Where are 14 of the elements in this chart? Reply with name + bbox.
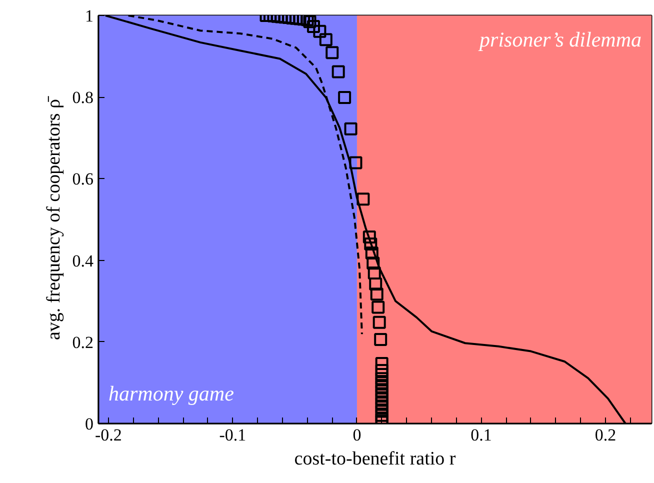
x-tick-label: -0.2 [94,426,122,444]
annotation: harmony game [108,382,234,406]
x-tick-label: -0.1 [219,426,246,444]
x-tick-label: 0.1 [470,426,492,444]
x-tick-label: 0 [352,426,362,444]
y-tick-label: 0.8 [72,88,94,108]
y-tick-label: 0.6 [72,170,94,189]
x-axis-title: cost-to-benefit ratio r [294,448,456,470]
y-axis-title: avg. frequency of cooperators ρ̄ [43,96,64,340]
y-tick-label: 0.4 [72,251,94,270]
x-tick-label: 0.2 [594,426,616,444]
annotation: prisoner’s dilemma [478,28,642,52]
y-tick-label: 0.2 [72,332,94,352]
y-tick-label: 1 [85,6,94,26]
